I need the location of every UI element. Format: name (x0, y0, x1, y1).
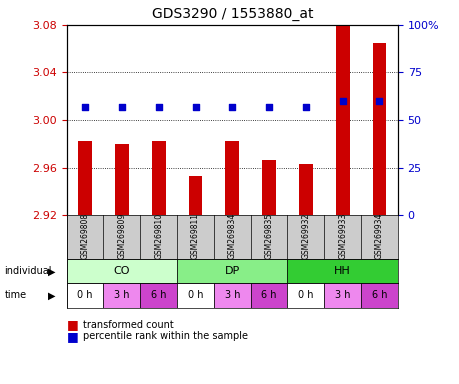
Point (191, 104, 199, 110)
Bar (103, 283, 140, 308)
Bar (287, 259, 397, 283)
Text: percentile rank within the sample: percentile rank within the sample (83, 331, 247, 341)
Text: 6 h: 6 h (371, 290, 386, 301)
Text: 0 h: 0 h (297, 290, 313, 301)
Text: 0 h: 0 h (187, 290, 203, 301)
Bar (360, 283, 397, 308)
Bar (287, 283, 324, 308)
Text: CO: CO (113, 266, 130, 276)
Bar (140, 283, 177, 308)
Text: GSM269810: GSM269810 (154, 213, 163, 259)
Text: GSM269934: GSM269934 (374, 213, 383, 260)
Bar (298, 164, 312, 215)
Bar (372, 43, 386, 215)
Text: ■: ■ (67, 330, 78, 343)
Text: individual: individual (5, 266, 52, 276)
Bar (225, 141, 239, 215)
Text: 0 h: 0 h (77, 290, 93, 301)
Text: GSM269932: GSM269932 (301, 213, 310, 259)
Bar (188, 176, 202, 215)
Text: GSM269835: GSM269835 (264, 213, 273, 259)
Text: transformed count: transformed count (83, 320, 173, 330)
Point (375, 98, 382, 104)
Text: 6 h: 6 h (261, 290, 276, 301)
Point (155, 104, 162, 110)
Point (118, 104, 125, 110)
Text: ■: ■ (67, 318, 78, 331)
Text: DP: DP (224, 266, 240, 276)
Text: time: time (5, 290, 27, 301)
Bar (250, 283, 287, 308)
Text: GSM269811: GSM269811 (190, 213, 200, 259)
Bar (78, 141, 92, 215)
Text: GSM269808: GSM269808 (80, 213, 90, 259)
Bar (115, 144, 129, 215)
Bar (151, 141, 165, 215)
Text: GSM269834: GSM269834 (227, 213, 236, 259)
Bar (335, 25, 349, 215)
Bar (177, 283, 213, 308)
Text: GSM269809: GSM269809 (117, 213, 126, 259)
Text: ▶: ▶ (48, 266, 56, 276)
Bar (67, 259, 177, 283)
Text: ▶: ▶ (48, 290, 56, 301)
Bar (262, 161, 275, 215)
Bar (177, 259, 287, 283)
Point (302, 104, 309, 110)
Point (81, 104, 89, 110)
Text: 6 h: 6 h (151, 290, 166, 301)
Text: 3 h: 3 h (114, 290, 129, 301)
Bar (67, 283, 103, 308)
Point (338, 98, 346, 104)
Text: 3 h: 3 h (224, 290, 240, 301)
Text: 3 h: 3 h (334, 290, 350, 301)
Point (265, 104, 272, 110)
Text: HH: HH (334, 266, 350, 276)
Bar (324, 283, 360, 308)
Text: GSM269933: GSM269933 (337, 213, 347, 260)
Bar (213, 283, 250, 308)
Title: GDS3290 / 1553880_at: GDS3290 / 1553880_at (151, 7, 313, 21)
Point (228, 104, 235, 110)
